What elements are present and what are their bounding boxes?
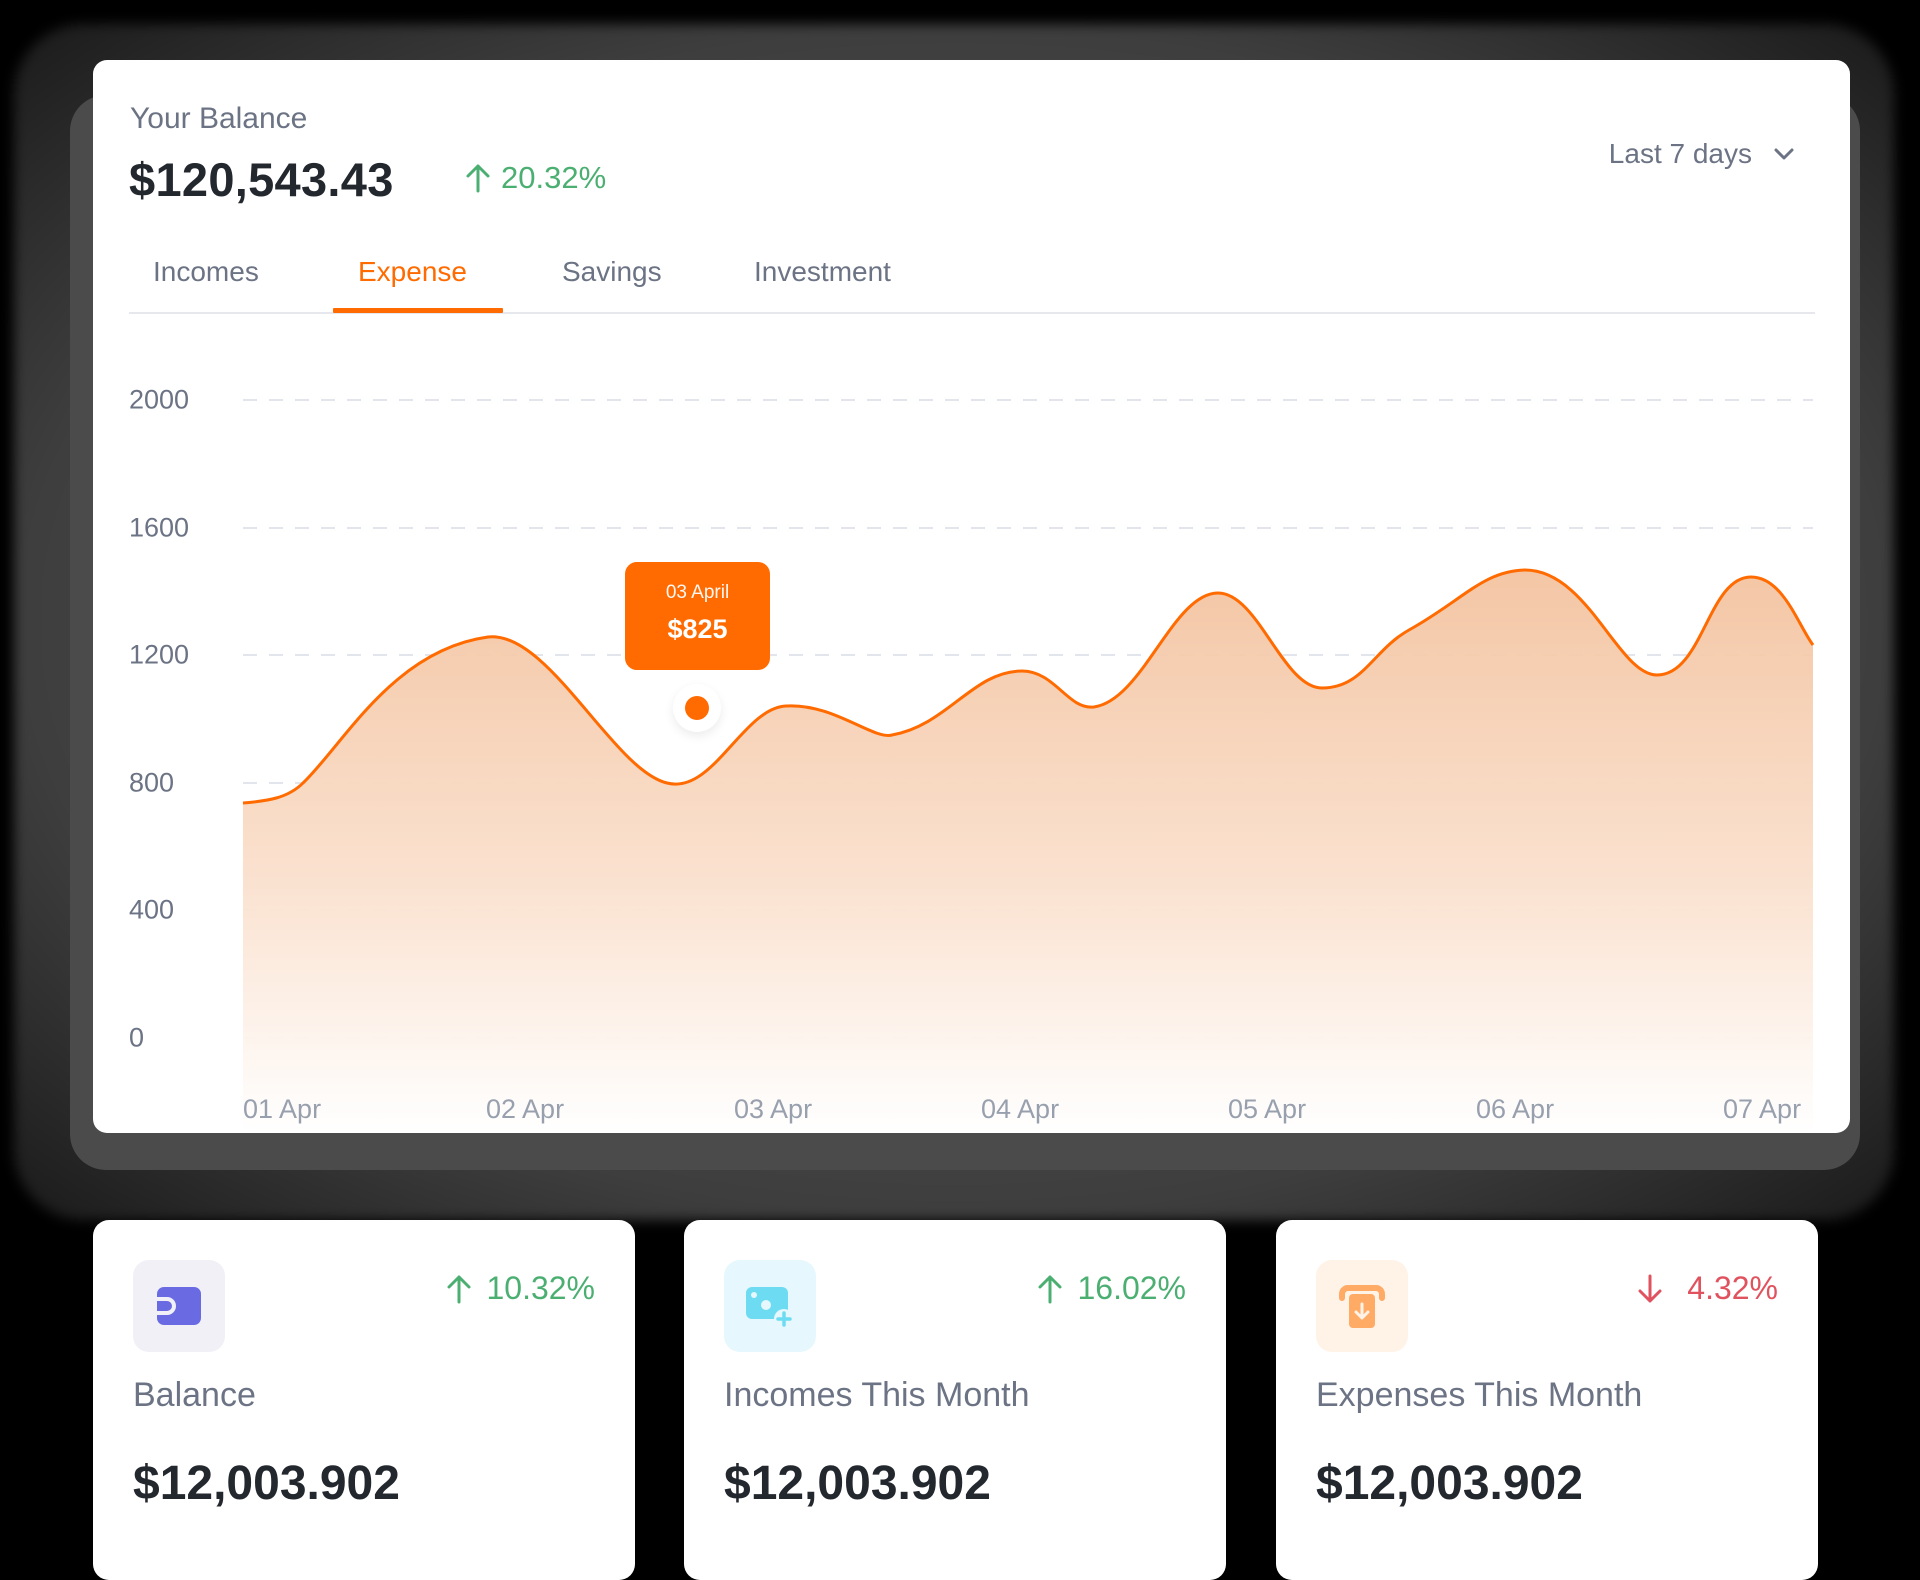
x-tick-01-apr: 01 Apr [243, 1094, 322, 1124]
y-tick-0: 0 [129, 1022, 145, 1053]
atm-withdraw-icon [1339, 1285, 1385, 1328]
tooltip-value: $825 [667, 614, 728, 644]
stat-change-value: 16.02% [1077, 1270, 1186, 1306]
stat-label: Expenses This Month [1316, 1376, 1643, 1414]
tooltip-date: 03 April [665, 582, 730, 603]
stat-change-incomes: 16.02% [1037, 1270, 1186, 1307]
x-tick-03-apr: 03 Apr [734, 1094, 813, 1124]
stat-value: $12,003.902 [724, 1457, 991, 1510]
tab-expense[interactable]: Expense [358, 256, 467, 287]
stat-card-expenses: 4.32% Expenses This Month $12,003.902 [1276, 1220, 1818, 1580]
expense-area-chart [242, 399, 1815, 1133]
x-tick-02-apr: 02 Apr [486, 1094, 565, 1124]
balance-value: $120,543.43 [129, 153, 394, 206]
highlight-point[interactable] [685, 696, 709, 720]
balance-chart-card: Your Balance $120,543.43 20.32% Last 7 d… [93, 60, 1850, 1133]
area-fill [243, 570, 1813, 1133]
tab-incomes[interactable]: Incomes [153, 256, 259, 287]
stat-change-value: 4.32% [1687, 1270, 1778, 1306]
money-add-icon [746, 1287, 794, 1329]
wallet-icon-tile [133, 1260, 225, 1352]
stat-value: $12,003.902 [1316, 1457, 1583, 1510]
x-tick-06-apr: 06 Apr [1476, 1094, 1555, 1124]
y-tick-1600: 1600 [129, 512, 190, 543]
arrow-down-icon [1638, 1274, 1662, 1302]
x-tick-07-apr: 07 Apr [1723, 1094, 1802, 1124]
stat-value: $12,003.902 [133, 1457, 400, 1510]
stat-change-expenses: 4.32% [1637, 1270, 1778, 1307]
active-tab-indicator [333, 308, 503, 313]
stat-label: Incomes This Month [724, 1376, 1030, 1414]
expense-line [242, 568, 1815, 805]
y-tick-1200: 1200 [129, 639, 190, 670]
stat-change-balance: 10.32% [446, 1270, 595, 1307]
stat-card-balance: 10.32% Balance $12,003.902 [93, 1220, 635, 1580]
stat-label: Balance [133, 1376, 256, 1414]
chevron-down-icon [1774, 148, 1794, 160]
stat-card-incomes: 16.02% Incomes This Month $12,003.902 [684, 1220, 1226, 1580]
balance-label: Your Balance [130, 102, 308, 135]
arrow-up-icon [447, 1275, 471, 1303]
arrow-up-icon [1038, 1275, 1062, 1303]
balance-change-value: 20.32% [501, 160, 607, 195]
stat-change-value: 10.32% [486, 1270, 595, 1306]
date-range-dropdown[interactable]: Last 7 days [1609, 138, 1794, 170]
y-tick-800: 800 [129, 767, 175, 798]
tab-savings[interactable]: Savings [562, 256, 662, 287]
x-tick-05-apr: 05 Apr [1228, 1094, 1307, 1124]
y-tick-400: 400 [129, 894, 175, 925]
x-tick-04-apr: 04 Apr [981, 1094, 1060, 1124]
tab-investment[interactable]: Investment [754, 256, 891, 287]
category-tabs: Incomes Expense Savings Investment [129, 256, 1815, 314]
y-tick-2000: 2000 [129, 384, 190, 415]
balance-change: 20.32% [465, 160, 606, 196]
date-range-label: Last 7 days [1608, 138, 1752, 169]
atm-withdraw-icon-tile [1316, 1260, 1408, 1352]
arrow-up-icon [466, 164, 490, 193]
chart-tooltip: 03 April $825 [625, 562, 770, 670]
money-add-icon-tile [724, 1260, 816, 1352]
wallet-icon [157, 1287, 201, 1325]
